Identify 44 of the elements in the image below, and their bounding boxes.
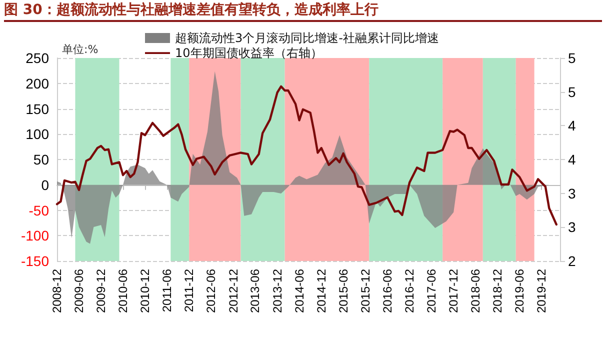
x-tick-label: 2010-06 xyxy=(116,268,130,314)
x-tick-label: 2009-12 xyxy=(94,268,108,314)
y-tick-label: 150 xyxy=(26,100,50,117)
x-tick-label: 2014-06 xyxy=(292,268,306,314)
y-tick-label: 50 xyxy=(33,152,50,168)
y-tick-label: -150 xyxy=(20,253,50,269)
line-series xyxy=(56,85,558,226)
x-tick-label: 2010-12 xyxy=(138,268,152,314)
y2-tick-label: 2 xyxy=(568,253,576,269)
legend-label: 10年期国债收益率（右轴） xyxy=(175,46,322,60)
x-tick-label: 2016-06 xyxy=(380,268,394,314)
x-tick-label: 2018-12 xyxy=(490,268,505,314)
x-tick-label: 2017-06 xyxy=(424,268,439,314)
x-tick-label: 2018-06 xyxy=(468,268,483,314)
y2-tick-label: 3 xyxy=(568,185,576,202)
y-tick-label: 100 xyxy=(26,126,50,142)
y2-tick-label: 5 xyxy=(568,84,576,100)
x-tick-label: 2011-06 xyxy=(160,268,174,312)
chart-title: 图 30：超额流动性与社融增速差值有望转负，造成利率上行 xyxy=(4,1,602,22)
text: 单位:% xyxy=(62,43,98,56)
x-tick-label: 2013-12 xyxy=(270,268,284,314)
x-tick-label: 2015-06 xyxy=(336,268,350,314)
y2-tick-label: 3 xyxy=(568,219,576,236)
y-tick-label: 0 xyxy=(41,176,50,193)
x-tick-label: 2017-12 xyxy=(446,268,461,314)
y2-tick-label: 5 xyxy=(568,50,576,66)
x-tick-label: 2019-06 xyxy=(512,268,527,314)
x-tick-label: 2011-12 xyxy=(182,268,196,312)
x-tick-label: 2016-12 xyxy=(402,268,417,314)
legend-label: 超额流动性3个月滚动同比增速-社融累计同比增速 xyxy=(175,31,439,45)
x-tick-label: 2015-12 xyxy=(358,268,372,314)
y-tick-label: 200 xyxy=(26,75,50,92)
x-tick-label: 2008-12 xyxy=(50,268,64,314)
y-tick-label: -50 xyxy=(28,202,50,218)
x-tick-label: 2012-06 xyxy=(204,268,218,314)
y2-tick-label: 4 xyxy=(568,152,576,168)
x-tick-label: 2014-12 xyxy=(314,268,328,314)
y-tick-label: 250 xyxy=(26,50,50,66)
y2-tick-label: 4 xyxy=(568,118,576,134)
x-tick-label: 2013-06 xyxy=(248,268,262,314)
x-tick-label: 2012-12 xyxy=(226,268,240,314)
y-tick-label: -100 xyxy=(20,228,50,244)
x-tick-label: 2009-06 xyxy=(72,268,86,314)
x-tick-label: 2019-12 xyxy=(534,268,549,314)
